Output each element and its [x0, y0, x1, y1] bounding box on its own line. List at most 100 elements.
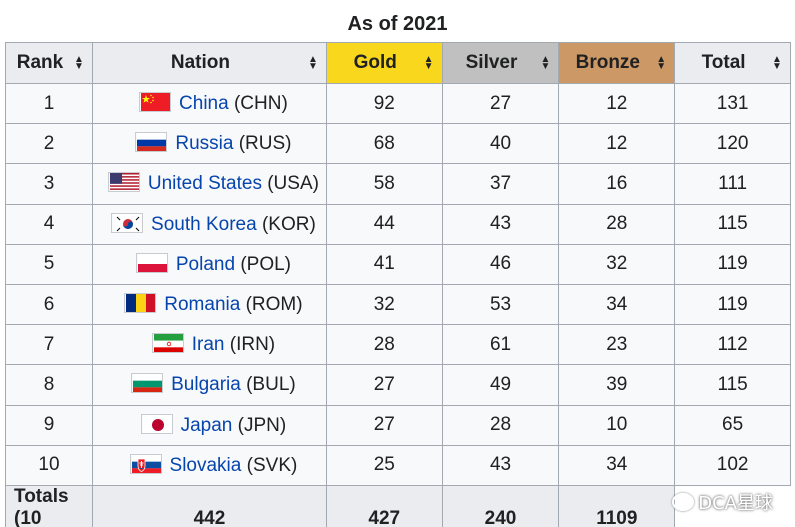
silver-cell: 43 [441, 203, 560, 245]
nation-code: (KOR) [261, 213, 316, 235]
rank-cell: 7 [5, 324, 93, 366]
table-row: 8 Bulgaria (BUL) 27 49 39 115 [5, 364, 791, 406]
nation-cell: Japan (JPN) [91, 404, 327, 446]
usa-flag-icon [107, 172, 140, 193]
nation-link[interactable]: Romania [164, 294, 241, 316]
table-row: 5 Poland (POL) 41 46 32 119 [5, 243, 791, 285]
nation-link[interactable]: South Korea [151, 213, 257, 235]
bronze-cell: 23 [558, 324, 676, 366]
total-cell: 131 [674, 82, 791, 125]
south-korea-flag-icon [111, 212, 144, 233]
total-cell: 119 [674, 243, 791, 285]
rank-cell: 1 [5, 82, 93, 125]
wechat-icon [672, 493, 695, 511]
rank-cell: 10 [5, 444, 93, 486]
slovakia-flag-icon [129, 453, 162, 474]
bulgaria-flag-icon [131, 373, 164, 394]
totals-silver: 427 [325, 484, 443, 527]
rank-cell: 9 [5, 404, 93, 446]
gold-cell: 44 [325, 203, 443, 245]
gold-cell: 32 [325, 283, 443, 326]
rank-cell: 3 [5, 163, 93, 205]
silver-cell: 27 [441, 82, 560, 125]
table-row: 1 China (CHN) 92 27 12 131 [5, 82, 791, 125]
sort-icon[interactable]: ▲ ▼ [423, 54, 434, 72]
china-flag-icon [139, 92, 172, 113]
nation-code: (RUS) [238, 133, 292, 155]
sort-icon[interactable]: ▲ ▼ [74, 54, 84, 72]
nation-cell: Poland (POL) [91, 243, 327, 285]
gold-cell: 27 [325, 404, 443, 446]
table-row: 6 Romania (ROM) 32 53 34 119 [5, 283, 791, 326]
rank-cell: 6 [5, 283, 93, 326]
nation-cell: China (CHN) [91, 82, 327, 125]
bronze-cell: 34 [558, 444, 676, 486]
gold-cell: 68 [325, 123, 443, 165]
nation-cell: Iran (IRN) [91, 324, 327, 366]
nation-link[interactable]: United States [147, 173, 262, 195]
rank-cell: 4 [5, 203, 93, 245]
sort-icon[interactable]: ▲ ▼ [540, 54, 551, 72]
iran-flag-icon [151, 333, 184, 354]
bronze-cell: 28 [558, 203, 676, 245]
totals-label: Totals (10 nations) [5, 484, 93, 527]
nation-code: (SVK) [246, 454, 298, 476]
table-row: 9 Japan (JPN) 27 28 10 65 [5, 404, 791, 446]
bronze-cell: 16 [558, 163, 676, 205]
totals-total: 1109 [558, 484, 676, 527]
totals-gold: 442 [91, 484, 327, 527]
gold-cell: 92 [325, 82, 443, 125]
japan-flag-icon [140, 413, 173, 434]
gold-cell: 58 [325, 163, 443, 205]
table-row: 7 Iran (IRN) 28 61 23 112 [5, 324, 791, 366]
table-body: 1 China (CHN) 92 27 12 131 2 Russia (RUS) 68 40 12… [5, 82, 791, 486]
sort-icon[interactable]: ▲ ▼ [656, 54, 667, 72]
silver-cell: 40 [441, 123, 560, 165]
bronze-cell: 12 [558, 82, 676, 125]
silver-cell: 53 [441, 283, 560, 326]
total-cell: 119 [674, 283, 791, 326]
bronze-header[interactable]: Bronze ▲ ▼ [558, 42, 676, 84]
silver-cell: 61 [441, 324, 560, 366]
table-caption: As of 2021 [347, 13, 448, 35]
bronze-cell: 34 [558, 283, 676, 326]
nation-link[interactable]: Iran [191, 334, 225, 356]
gold-cell: 28 [325, 324, 443, 366]
total-header[interactable]: Total ▲ ▼ [674, 42, 791, 84]
bronze-cell: 12 [558, 123, 676, 165]
sort-icon[interactable]: ▲ ▼ [307, 54, 318, 72]
medal-table: Rank ▲ ▼ Nation ▲ ▼ Gold ▲ ▼ Silver ▲ ▼ Bronze ▲ ▼… [5, 42, 791, 527]
watermark-text: DCA星球 [698, 493, 773, 514]
total-cell: 102 [674, 444, 791, 486]
gold-cell: 27 [325, 364, 443, 406]
table-row: 10 Slovakia (SVK) 25 43 34 102 [5, 444, 791, 486]
nation-link[interactable]: Bulgaria [171, 374, 241, 396]
rank-cell: 5 [5, 243, 93, 285]
nation-link[interactable]: Slovakia [169, 454, 242, 476]
nation-link[interactable]: Russia [175, 133, 234, 155]
table-row: 3 United States (USA) 58 37 16 111 [5, 163, 791, 205]
nation-cell: United States (USA) [91, 163, 327, 205]
gold-cell: 41 [325, 243, 443, 285]
silver-cell: 28 [441, 404, 560, 446]
silver-cell: 43 [441, 444, 560, 486]
nation-link[interactable]: China [179, 93, 229, 115]
total-cell: 120 [674, 123, 791, 165]
nation-header[interactable]: Nation ▲ ▼ [91, 42, 327, 84]
gold-header[interactable]: Gold ▲ ▼ [325, 42, 443, 84]
nation-link[interactable]: Poland [175, 253, 236, 275]
rank-header[interactable]: Rank ▲ ▼ [5, 42, 93, 84]
silver-cell: 46 [441, 243, 560, 285]
totals-row: Totals (10 nations) 442 427 240 1109 [5, 484, 791, 527]
sort-icon[interactable]: ▲ ▼ [772, 54, 782, 72]
silver-header[interactable]: Silver ▲ ▼ [441, 42, 560, 84]
total-cell: 112 [674, 324, 791, 366]
table-row: 4 South Korea (KOR) 44 43 28 115 [5, 203, 791, 245]
nation-cell: Slovakia (SVK) [91, 444, 327, 486]
bronze-cell: 39 [558, 364, 676, 406]
nation-link[interactable]: Japan [180, 414, 233, 436]
total-cell: 115 [674, 364, 791, 406]
nation-code: (JPN) [237, 414, 287, 436]
watermark: DCA星球 [672, 489, 773, 515]
totals-bronze: 240 [441, 484, 560, 527]
